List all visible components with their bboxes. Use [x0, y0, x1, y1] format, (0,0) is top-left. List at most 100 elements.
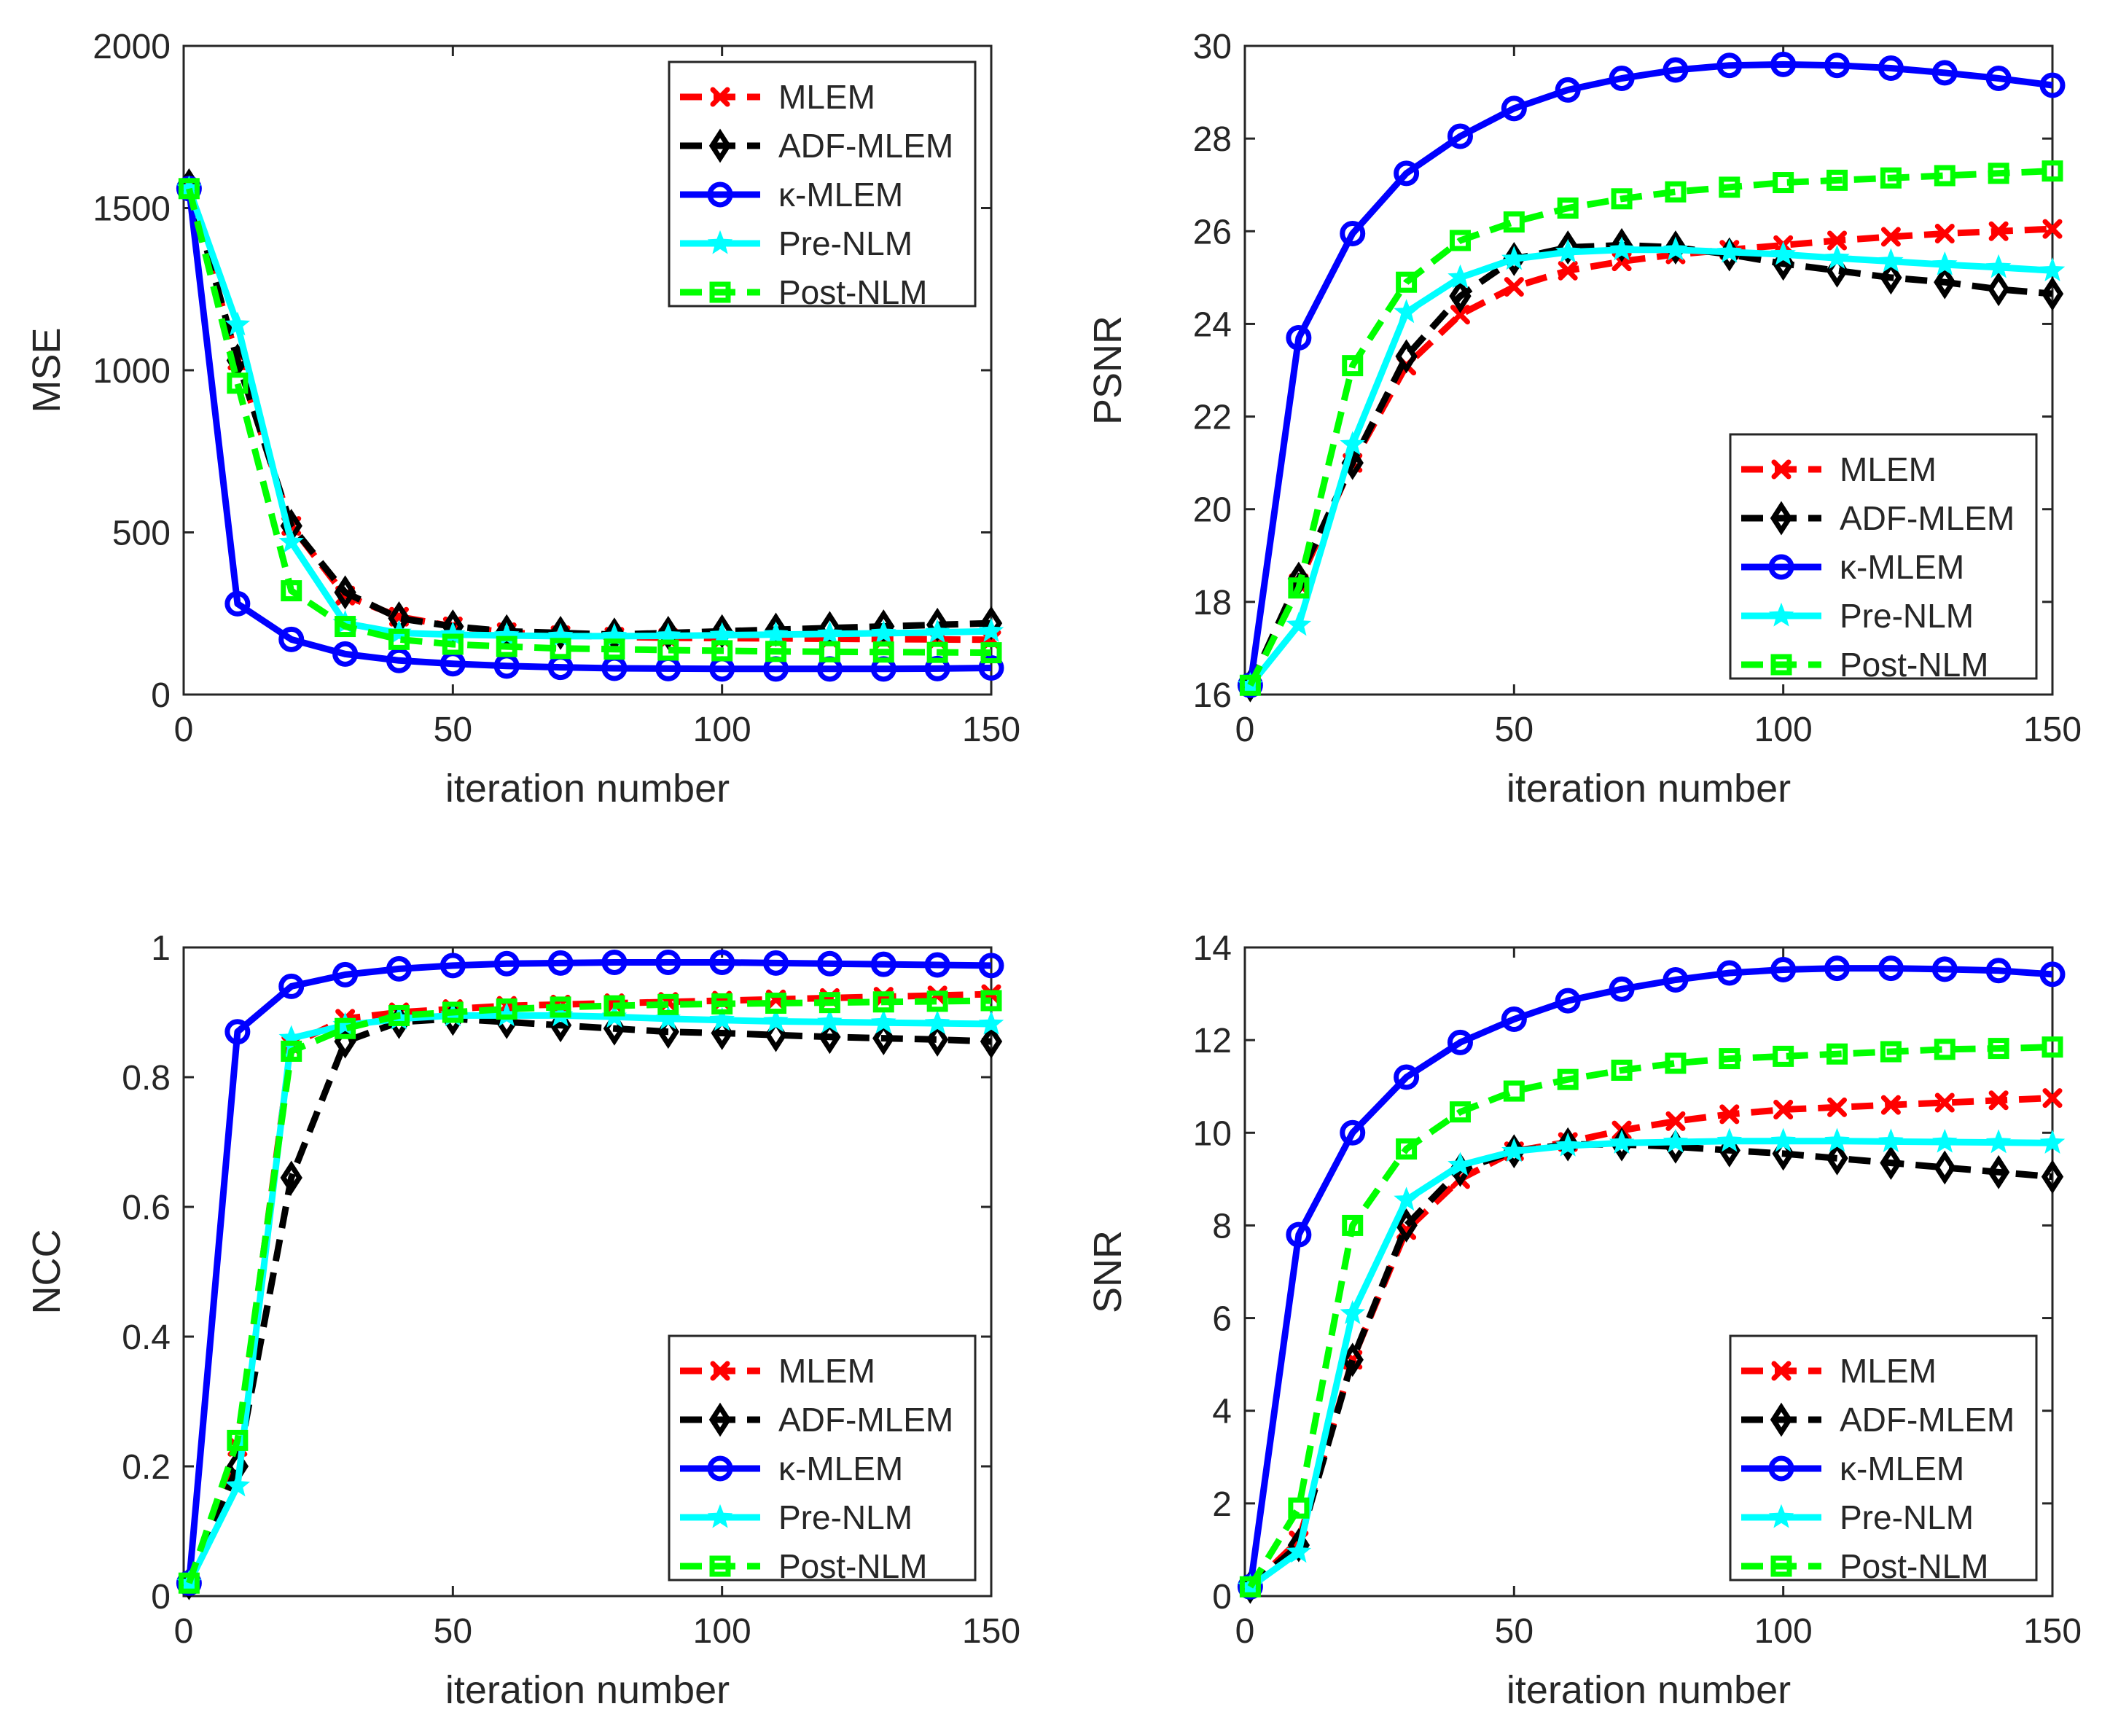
x-axis-label: iteration number: [445, 1668, 730, 1712]
x-tick-label: 50: [434, 711, 472, 749]
data-point-post-nlm: [1503, 211, 1525, 233]
data-point-post-nlm: [603, 995, 625, 1017]
data-point-post-nlm: [496, 636, 517, 657]
data-point-post-nlm: [1611, 1059, 1633, 1081]
data-point-kappa-mlem: [1555, 988, 1581, 1014]
x-tick-label: 50: [1495, 711, 1533, 749]
data-point-kappa-mlem: [1985, 958, 2012, 984]
data-point-adf-mlem: [1880, 1146, 1902, 1181]
legend: MLEM ADF-MLEM κ-MLEM Pre-NLM Post-NLM: [668, 1334, 977, 1585]
legend-marker-pre-nlm: [1768, 602, 1794, 627]
data-point-post-nlm: [1826, 1043, 1848, 1065]
x-tick-label: 150: [2023, 1612, 2082, 1651]
x-tick-label: 0: [174, 711, 194, 749]
data-point-pre-nlm: [278, 528, 304, 553]
data-point-post-nlm: [1557, 198, 1579, 219]
data-point-adf-mlem: [872, 1021, 895, 1056]
y-tick-label: 2000: [93, 28, 171, 66]
data-point-post-nlm: [926, 990, 948, 1012]
data-point-post-nlm: [1773, 1045, 1794, 1067]
data-point-adf-mlem: [818, 1020, 841, 1055]
data-point-pre-nlm: [1878, 1128, 1904, 1153]
data-point-pre-nlm: [1770, 1127, 1796, 1152]
data-point-adf-mlem: [1934, 265, 1956, 300]
data-point-kappa-mlem: [2039, 961, 2066, 988]
legend-marker-adf-mlem: [1770, 501, 1793, 536]
y-tick-label: 6: [1212, 1300, 1232, 1339]
data-point-kappa-mlem: [1501, 95, 1527, 122]
data-point-pre-nlm: [1609, 236, 1635, 261]
data-point-post-nlm: [1288, 1497, 1310, 1519]
data-point-adf-mlem: [2041, 1160, 2064, 1195]
chart-panel-ncc: 0 50 100 150 0 0.2 0.4 0.6 0.8 1 iteration number N…: [25, 929, 1020, 1712]
data-point-pre-nlm: [1394, 299, 1419, 324]
y-tick-label: 500: [112, 515, 171, 553]
data-point-kappa-mlem: [655, 949, 681, 975]
data-point-post-nlm: [1342, 1214, 1364, 1236]
series-post-nlm: [1239, 160, 2063, 696]
data-point-pre-nlm: [1985, 1129, 2012, 1154]
legend-marker-pre-nlm: [1768, 1504, 1794, 1528]
data-point-pre-nlm: [871, 1009, 896, 1034]
y-tick-label: 0.8: [122, 1059, 171, 1098]
data-point-kappa-mlem: [1716, 960, 1743, 986]
legend-label-post-nlm: Post-NLM: [778, 273, 927, 311]
legend-marker-adf-mlem: [708, 128, 732, 163]
data-point-mlem: [1773, 1100, 1794, 1119]
legend-label-mlem: MLEM: [778, 78, 875, 116]
data-point-pre-nlm: [1340, 431, 1365, 455]
data-point-pre-nlm: [709, 622, 735, 646]
series-pre-nlm: [1238, 236, 2066, 696]
data-point-pre-nlm: [224, 1472, 251, 1497]
y-axis-label: NCC: [25, 1229, 69, 1315]
data-point-pre-nlm: [1447, 264, 1473, 289]
legend-label-mlem: MLEM: [778, 1352, 875, 1390]
legend-marker-mlem: [710, 87, 730, 107]
x-tick-label: 150: [2023, 711, 2082, 749]
data-point-post-nlm: [1880, 1041, 1902, 1063]
y-tick-label: 26: [1193, 213, 1232, 251]
data-point-pre-nlm: [1555, 1132, 1581, 1157]
data-point-kappa-mlem: [1501, 1006, 1527, 1033]
series-line-pre-nlm: [1248, 1138, 2053, 1590]
data-point-adf-mlem: [657, 616, 679, 650]
data-point-kappa-mlem: [1663, 967, 1689, 993]
data-point-kappa-mlem: [1340, 1119, 1366, 1146]
legend-marker-post-nlm: [1770, 1555, 1792, 1577]
data-point-adf-mlem: [1664, 230, 1687, 265]
data-point-mlem: [1988, 1090, 2009, 1111]
data-point-post-nlm: [872, 991, 894, 1013]
legend-label-mlem: MLEM: [1840, 450, 1937, 488]
data-point-pre-nlm: [655, 1005, 681, 1030]
y-tick-label: 24: [1193, 305, 1232, 344]
legend-marker-mlem: [1771, 1361, 1792, 1381]
data-point-post-nlm: [227, 1429, 249, 1451]
data-point-adf-mlem: [1557, 230, 1579, 265]
legend-label-adf-mlem: ADF-MLEM: [778, 1401, 953, 1439]
series-post-nlm: [178, 990, 1002, 1594]
data-point-adf-mlem: [1341, 1342, 1364, 1377]
data-point-post-nlm: [765, 993, 787, 1014]
data-point-pre-nlm: [1824, 245, 1850, 269]
x-tick-label: 150: [962, 711, 1020, 749]
legend: MLEM ADF-MLEM κ-MLEM Pre-NLM Post-NLM: [1729, 1334, 2038, 1585]
series-post-nlm: [1239, 1036, 2063, 1598]
data-point-adf-mlem: [980, 1024, 1003, 1059]
data-point-kappa-mlem: [816, 950, 843, 977]
data-point-pre-nlm: [709, 1006, 735, 1031]
data-point-kappa-mlem: [924, 952, 950, 978]
chart-panel-snr: 0 50 100 150 0 2 4 6 8 10 12 14 iteration number SNR M…: [1086, 929, 2082, 1712]
y-tick-label: 0.2: [122, 1448, 171, 1487]
x-axis-label: iteration number: [1507, 767, 1791, 810]
data-point-kappa-mlem: [1770, 957, 1797, 983]
legend-marker-mlem: [1771, 459, 1792, 480]
series-line-post-nlm: [186, 997, 992, 1584]
x-tick-label: 100: [1754, 711, 1813, 749]
data-point-kappa-mlem: [1878, 55, 1904, 82]
data-point-kappa-mlem: [1340, 220, 1366, 246]
data-point-post-nlm: [980, 642, 1002, 664]
data-point-adf-mlem: [926, 1022, 949, 1057]
data-point-pre-nlm: [978, 1010, 1004, 1035]
y-tick-label: 1: [151, 929, 171, 968]
data-point-kappa-mlem: [1609, 976, 1635, 1002]
